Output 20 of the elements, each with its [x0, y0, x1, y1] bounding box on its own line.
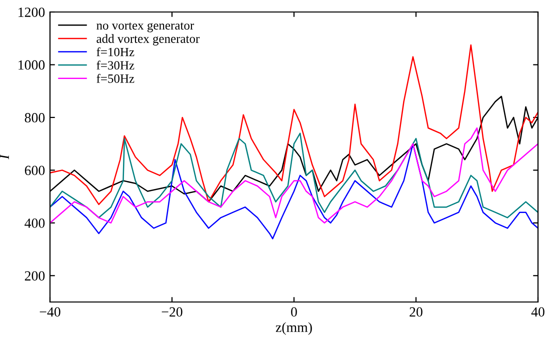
line-series [50, 44, 538, 206]
legend-label: f=50Hz [96, 74, 134, 83]
legend-label: add vortex generator [96, 34, 200, 46]
y-tick-label: 1000 [18, 60, 45, 70]
x-tick-label: 0 [291, 307, 297, 317]
x-tick-label: −40 [40, 307, 60, 317]
x-axis-title: z(mm) [276, 322, 312, 335]
y-axis-title: I [0, 154, 9, 160]
y-tick-label: 200 [24, 271, 45, 281]
y-tick-label: 800 [24, 113, 45, 122]
x-tick-label: 20 [410, 307, 422, 317]
y-tick-label: 1200 [18, 8, 45, 17]
legend-label: f=10Hz [96, 47, 134, 56]
legend-label: f=30Hz [96, 60, 134, 70]
y-tick-label: 400 [24, 218, 45, 228]
x-tick-label: −20 [162, 307, 182, 317]
x-tick-label: 40 [531, 307, 544, 317]
legend-label: no vortex generator [96, 22, 194, 32]
y-tick-label: 600 [24, 166, 45, 176]
line-series [50, 143, 538, 240]
